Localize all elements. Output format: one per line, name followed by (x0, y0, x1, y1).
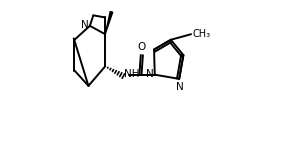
Text: N: N (146, 69, 154, 79)
Text: N: N (81, 20, 89, 30)
Text: N: N (175, 82, 183, 92)
Text: CH₃: CH₃ (192, 29, 210, 39)
Text: NH: NH (124, 69, 139, 79)
Text: O: O (137, 42, 145, 52)
Polygon shape (105, 12, 113, 34)
